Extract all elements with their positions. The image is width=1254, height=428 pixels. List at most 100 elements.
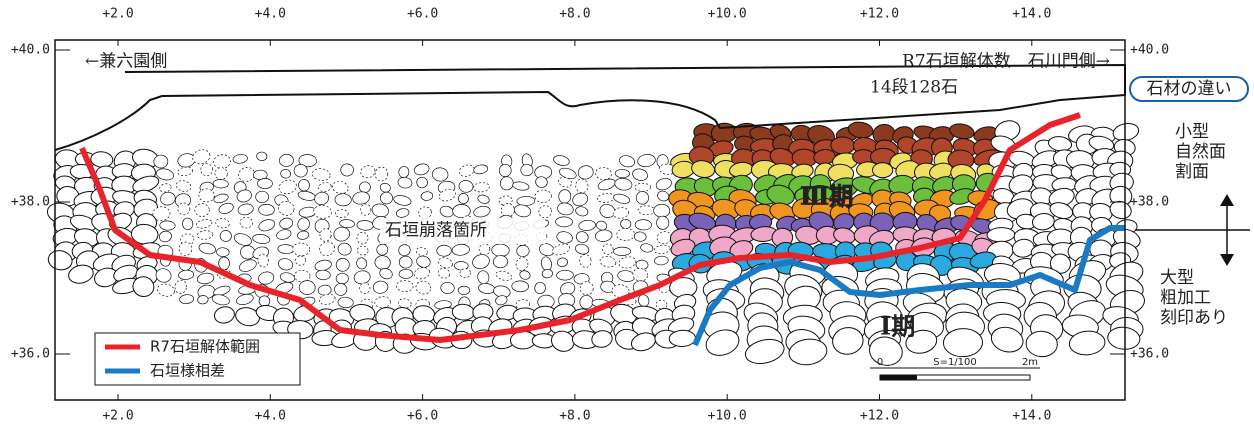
stone	[379, 268, 393, 280]
stone	[634, 182, 651, 192]
label-bg	[380, 218, 545, 244]
stone	[555, 216, 573, 228]
stone	[431, 167, 449, 182]
stone	[949, 123, 975, 140]
stone	[495, 270, 513, 281]
frame	[54, 39, 1126, 401]
stone	[174, 279, 187, 294]
stone	[599, 256, 617, 268]
stone	[634, 219, 652, 231]
stone	[538, 205, 552, 219]
stone	[279, 272, 296, 283]
stone	[473, 206, 491, 218]
bottom-tick-label: +2.0	[102, 409, 133, 424]
stone	[334, 283, 348, 296]
bottom-tick-label: +12.0	[860, 409, 899, 424]
stone	[334, 209, 349, 219]
stone	[297, 190, 316, 201]
count-label: 14段128石	[870, 78, 958, 98]
stone	[619, 155, 635, 168]
stone	[416, 255, 431, 268]
stone	[298, 179, 310, 192]
stone	[278, 201, 295, 216]
stone	[519, 270, 531, 280]
bottom-tick-label: +4.0	[255, 409, 286, 424]
stone	[335, 272, 349, 285]
stone	[159, 220, 176, 231]
stone	[657, 190, 670, 202]
stone	[541, 268, 553, 279]
stone	[614, 169, 630, 179]
phase1-label: Ⅰ期	[880, 312, 915, 341]
stone	[942, 328, 984, 358]
stone	[398, 244, 411, 257]
stone	[194, 203, 210, 217]
stone	[372, 280, 389, 294]
stone	[553, 155, 570, 166]
top-tick-label: +10.0	[708, 7, 747, 22]
stone	[278, 258, 294, 271]
stone	[256, 151, 268, 161]
left-tick-label: +36.0	[11, 347, 50, 362]
bottom-tick-label: +8.0	[559, 409, 590, 424]
stone	[359, 181, 371, 193]
stone	[335, 258, 350, 272]
stone	[332, 181, 349, 194]
stone	[276, 229, 292, 240]
stone	[616, 228, 635, 241]
axes: +2.0 +4.0 +6.0 +8.0 +10.0 +12.0 +14.0 +2.0 +4.0 +…	[11, 7, 1169, 424]
stone	[413, 163, 430, 176]
stone	[551, 243, 570, 256]
stone	[575, 231, 589, 243]
stone	[294, 269, 311, 283]
wall-outline	[54, 90, 1126, 151]
stone	[492, 255, 509, 269]
left-tick-label: +38.0	[11, 195, 50, 210]
stone	[575, 206, 589, 217]
stone	[319, 241, 335, 257]
stone	[594, 229, 613, 242]
stone	[352, 191, 370, 205]
stone	[214, 167, 228, 180]
stone	[611, 284, 630, 298]
stone	[295, 255, 307, 266]
dismantle-range-line	[79, 112, 1081, 343]
stone	[599, 203, 616, 218]
stone	[655, 177, 672, 191]
stone	[255, 190, 269, 204]
stone	[319, 228, 332, 242]
side-note-badge	[1129, 76, 1249, 102]
stone	[219, 230, 232, 242]
stone	[990, 326, 1024, 353]
stone	[454, 261, 469, 271]
stone	[398, 166, 410, 178]
top-tick-label: +8.0	[559, 7, 590, 22]
stone	[160, 191, 176, 206]
stone	[182, 217, 194, 231]
stone	[158, 230, 172, 243]
stone	[395, 208, 410, 218]
stone	[216, 247, 230, 257]
stone	[298, 280, 316, 295]
top-tick-label: +12.0	[860, 7, 899, 22]
stone	[788, 338, 828, 366]
stone	[691, 160, 716, 178]
legend	[94, 332, 301, 386]
stone	[637, 205, 656, 216]
legend-label: R7石垣解体範囲	[150, 338, 260, 356]
stone	[635, 191, 649, 205]
large-note: 大型	[1160, 268, 1194, 288]
stone	[654, 255, 669, 266]
stone	[437, 268, 451, 279]
stone	[258, 219, 276, 232]
stone	[640, 243, 654, 253]
stone	[478, 243, 491, 256]
stone	[438, 257, 453, 269]
stone	[457, 285, 471, 295]
stone	[513, 204, 532, 218]
stone	[280, 169, 292, 179]
stone	[613, 246, 632, 256]
stone	[577, 165, 594, 180]
stone	[458, 164, 475, 177]
stone	[213, 154, 231, 169]
